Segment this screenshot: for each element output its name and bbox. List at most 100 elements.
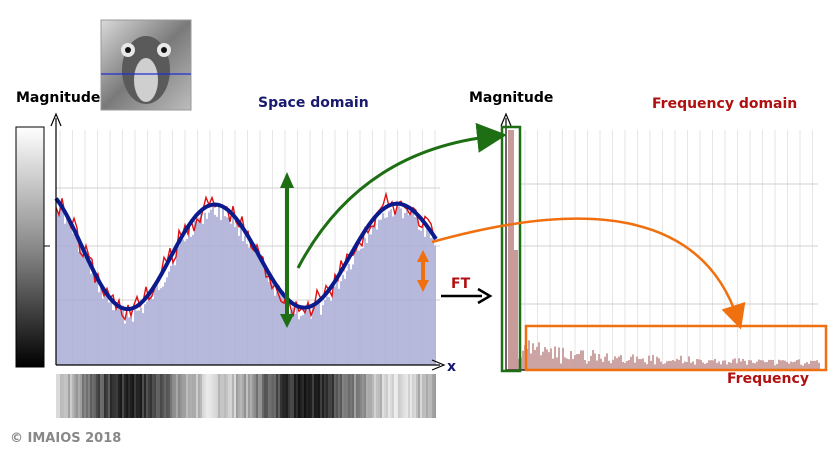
strip-column (302, 374, 304, 418)
strip-column (74, 374, 76, 418)
orange-mapping-arrow (431, 217, 746, 330)
spectrum-bar (740, 361, 742, 370)
histogram-bar (104, 294, 106, 365)
histogram-bar (88, 258, 90, 365)
strip-column (208, 374, 210, 418)
strip-column (150, 374, 152, 418)
spectrum-bar (528, 340, 530, 370)
histogram-bar (264, 264, 266, 365)
green-mapping-arrow (296, 122, 507, 269)
strip-column (254, 374, 256, 418)
strip-column (62, 374, 64, 418)
histogram-bar (112, 310, 114, 365)
spectrum-bar (612, 359, 614, 370)
spectrum-bar (656, 356, 658, 370)
histogram-bar (116, 302, 118, 365)
histogram-bar (244, 235, 246, 365)
spectrum-bar (604, 356, 606, 370)
spectrum-bar (706, 362, 708, 370)
strip-column (330, 374, 332, 418)
spectrum-bar (640, 359, 642, 370)
strip-column (90, 374, 92, 418)
strip-column (188, 374, 190, 418)
histogram-bar (90, 273, 92, 365)
spectrum-bar (624, 363, 626, 370)
histogram-bar (402, 218, 404, 365)
strip-column (344, 374, 346, 418)
histogram-bar (340, 281, 342, 365)
spectrum-bar (748, 360, 750, 370)
histogram-bar (220, 219, 222, 365)
spectrum-bar (560, 363, 562, 370)
spectrum-bar (702, 362, 704, 370)
strip-column (386, 374, 388, 418)
strip-column (162, 374, 164, 418)
strip-column (152, 374, 154, 418)
spectrum-bar (796, 360, 798, 370)
histogram-bar (156, 284, 158, 365)
ft-transform-arrow (441, 287, 493, 305)
spectrum-bar (778, 359, 780, 370)
histogram-bar (194, 220, 196, 365)
strip-column (156, 374, 158, 418)
spectrum-bar (618, 356, 620, 370)
spectrum-bar (564, 357, 566, 370)
histogram-bar (290, 311, 292, 365)
strip-column (248, 374, 250, 418)
histogram-bar (428, 226, 430, 365)
histogram-bar (392, 216, 394, 365)
strip-column (112, 374, 114, 418)
histogram-bar (328, 297, 330, 365)
histogram-bar (226, 217, 228, 365)
spectrum-bar (818, 362, 820, 370)
strip-column (218, 374, 220, 418)
histogram-bar (110, 301, 112, 365)
histogram-bar (56, 211, 58, 365)
strip-column (404, 374, 406, 418)
spectrum-bar (760, 360, 762, 370)
strip-column (396, 374, 398, 418)
histogram-bar (128, 317, 130, 365)
strip-column (194, 374, 196, 418)
histogram-bar (138, 310, 140, 365)
spectrum-bar (574, 355, 576, 370)
spectrum-bar (732, 359, 734, 370)
strip-column (122, 374, 124, 418)
spectrum-bar (646, 364, 648, 370)
spectrum-bar (802, 365, 804, 370)
histogram-bar (338, 288, 340, 365)
histogram-bar (346, 271, 348, 365)
spectrum-bar (550, 348, 552, 370)
histogram-bar (262, 263, 264, 365)
spectrum-bar (654, 364, 656, 370)
strip-column (426, 374, 428, 418)
histogram-bar (144, 304, 146, 365)
spectrum-bar (606, 353, 608, 370)
spectrum-bar (728, 362, 730, 370)
spectrum-bar (620, 355, 622, 370)
spectrum-bar (546, 349, 548, 370)
histogram-bar (196, 222, 198, 365)
histogram-bar (350, 269, 352, 365)
strip-column (138, 374, 140, 418)
histogram-bar (92, 270, 94, 365)
left-magnitude-label: Magnitude (16, 90, 101, 106)
histogram-bar (218, 205, 220, 365)
strip-column (242, 374, 244, 418)
histogram-bar (206, 218, 208, 365)
spectrum-bar (720, 364, 722, 370)
spectrum-bar (774, 365, 776, 370)
spectrum-bar (758, 359, 760, 370)
histogram-bar (426, 227, 428, 365)
strip-column (116, 374, 118, 418)
histogram-bar (228, 218, 230, 365)
histogram-bar (198, 217, 200, 365)
strip-column (342, 374, 344, 418)
spectrum-bar (700, 359, 702, 370)
spectrum-bar (514, 250, 518, 370)
strip-column (240, 374, 242, 418)
spectrum-bar (628, 360, 630, 370)
strip-column (168, 374, 170, 418)
strip-column (236, 374, 238, 418)
strip-column (362, 374, 364, 418)
